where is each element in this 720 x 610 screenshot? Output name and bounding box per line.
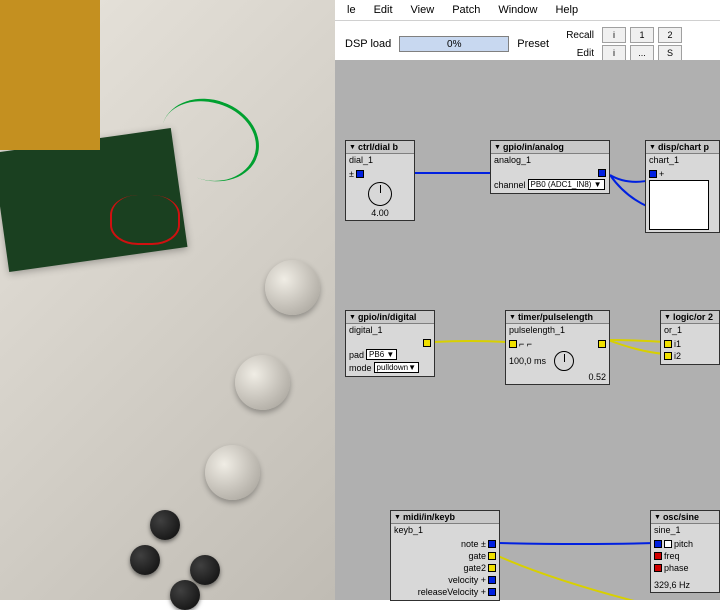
recall-label: Recall bbox=[566, 30, 598, 41]
inlet-port[interactable] bbox=[654, 552, 662, 560]
menu-edit[interactable]: Edit bbox=[366, 2, 401, 18]
dsp-load-label: DSP load bbox=[345, 38, 391, 50]
node-dial[interactable]: ctrl/dial b dial_1 ± 4.00 bbox=[345, 140, 415, 221]
menu-window[interactable]: Window bbox=[490, 2, 545, 18]
edit-dots-button[interactable]: ... bbox=[630, 45, 654, 61]
pad-select[interactable]: PB6 ▼ bbox=[366, 349, 397, 360]
wire-decoration bbox=[110, 195, 180, 245]
menu-file[interactable]: le bbox=[339, 2, 364, 18]
dial-control[interactable] bbox=[554, 351, 574, 371]
inlet-port[interactable] bbox=[649, 170, 657, 178]
inlet-port[interactable] bbox=[654, 540, 662, 548]
inlet-port[interactable] bbox=[664, 340, 672, 348]
chart-in-label: + bbox=[659, 169, 664, 179]
dial-control[interactable] bbox=[368, 182, 392, 206]
outlet-port[interactable] bbox=[488, 588, 496, 596]
hardware-knob bbox=[235, 355, 290, 410]
wire-decoration bbox=[149, 85, 270, 194]
node-keyb[interactable]: midi/in/keyb keyb_1 note ± gate gate2 ve… bbox=[390, 510, 500, 601]
sine-hz: 329,6 Hz bbox=[654, 580, 716, 590]
patcher-app: le Edit View Patch Window Help DSP load … bbox=[335, 0, 720, 600]
menu-help[interactable]: Help bbox=[547, 2, 586, 18]
preset-label: Preset bbox=[517, 38, 549, 50]
mode-select[interactable]: pulldown▼ bbox=[374, 362, 420, 373]
pulse-value: 0.52 bbox=[509, 372, 606, 382]
node-instance: digital_1 bbox=[346, 324, 434, 336]
node-instance: dial_1 bbox=[346, 154, 414, 166]
dsp-load-meter: 0% bbox=[399, 36, 509, 52]
pulse-time: 100,0 ms bbox=[509, 356, 546, 366]
node-instance: keyb_1 bbox=[391, 524, 499, 536]
outlet-port[interactable] bbox=[488, 564, 496, 572]
freq-label: freq bbox=[664, 551, 680, 561]
edit-save-button[interactable]: S bbox=[658, 45, 682, 61]
node-title: logic/or 2 bbox=[661, 311, 719, 324]
hardware-button bbox=[170, 580, 200, 610]
menu-view[interactable]: View bbox=[403, 2, 443, 18]
outlet-port[interactable] bbox=[488, 540, 496, 548]
edit-label: Edit bbox=[566, 48, 598, 59]
node-analog[interactable]: gpio/in/analog analog_1 channelPB0 (ADC1… bbox=[490, 140, 610, 194]
node-or[interactable]: logic/or 2 or_1 i1 i2 bbox=[660, 310, 720, 365]
channel-select[interactable]: PB0 (ADC1_IN8) ▼ bbox=[528, 179, 605, 190]
i2-label: i2 bbox=[674, 351, 681, 361]
node-instance: chart_1 bbox=[646, 154, 719, 166]
node-sine[interactable]: osc/sine sine_1 pitch freq phase 329,6 H… bbox=[650, 510, 720, 593]
outlet-port[interactable] bbox=[423, 339, 431, 347]
release-label: releaseVelocity + bbox=[418, 587, 486, 597]
node-instance: sine_1 bbox=[651, 524, 719, 536]
node-title: gpio/in/digital bbox=[346, 311, 434, 324]
outlet-port[interactable] bbox=[488, 552, 496, 560]
outlet-port[interactable] bbox=[598, 340, 606, 348]
node-title: midi/in/keyb bbox=[391, 511, 499, 524]
pad-label: pad bbox=[349, 350, 364, 360]
recall-i-button[interactable]: i bbox=[602, 27, 626, 43]
dial-value: 4.00 bbox=[349, 208, 411, 218]
node-instance: analog_1 bbox=[491, 154, 609, 166]
recall-2-button[interactable]: 2 bbox=[658, 27, 682, 43]
node-title: osc/sine bbox=[651, 511, 719, 524]
hardware-button bbox=[130, 545, 160, 575]
node-instance: or_1 bbox=[661, 324, 719, 336]
node-instance: pulselength_1 bbox=[506, 324, 609, 336]
preset-controls: Recall i 1 2 Edit i ... S bbox=[566, 27, 710, 61]
node-title: timer/pulselength bbox=[506, 311, 609, 324]
gate2-label: gate2 bbox=[463, 563, 486, 573]
pitch-label: pitch bbox=[674, 539, 693, 549]
velocity-label: velocity + bbox=[448, 575, 486, 585]
node-title: disp/chart p bbox=[646, 141, 719, 154]
hardware-button bbox=[190, 555, 220, 585]
pulse-symbol: ⌐ ⌐ bbox=[519, 339, 532, 349]
node-title: gpio/in/analog bbox=[491, 141, 609, 154]
patch-canvas[interactable]: ctrl/dial b dial_1 ± 4.00 gpio/in/analog… bbox=[335, 60, 720, 600]
channel-label: channel bbox=[494, 180, 526, 190]
node-chart[interactable]: disp/chart p chart_1 + bbox=[645, 140, 720, 233]
outlet-port[interactable] bbox=[598, 169, 606, 177]
hardware-knob bbox=[265, 260, 320, 315]
mode-label: mode bbox=[349, 363, 372, 373]
dial-symbol: ± bbox=[349, 169, 354, 179]
chart-display bbox=[649, 180, 709, 230]
gate-label: gate bbox=[468, 551, 486, 561]
hardware-button bbox=[150, 510, 180, 540]
recall-1-button[interactable]: 1 bbox=[630, 27, 654, 43]
node-digital[interactable]: gpio/in/digital digital_1 padPB6 ▼ modep… bbox=[345, 310, 435, 377]
inlet-port[interactable] bbox=[654, 564, 662, 572]
menubar: le Edit View Patch Window Help bbox=[335, 0, 720, 21]
inlet-port[interactable] bbox=[664, 352, 672, 360]
hardware-photo bbox=[0, 0, 335, 600]
node-title: ctrl/dial b bbox=[346, 141, 414, 154]
outlet-port[interactable] bbox=[356, 170, 364, 178]
note-label: note ± bbox=[461, 539, 486, 549]
menu-patch[interactable]: Patch bbox=[444, 2, 488, 18]
node-pulselength[interactable]: timer/pulselength pulselength_1 ⌐ ⌐ 100,… bbox=[505, 310, 610, 385]
inlet-port[interactable] bbox=[509, 340, 517, 348]
inlet-port[interactable] bbox=[664, 540, 672, 548]
phase-label: phase bbox=[664, 563, 689, 573]
hardware-knob bbox=[205, 445, 260, 500]
i1-label: i1 bbox=[674, 339, 681, 349]
edit-i-button[interactable]: i bbox=[602, 45, 626, 61]
outlet-port[interactable] bbox=[488, 576, 496, 584]
